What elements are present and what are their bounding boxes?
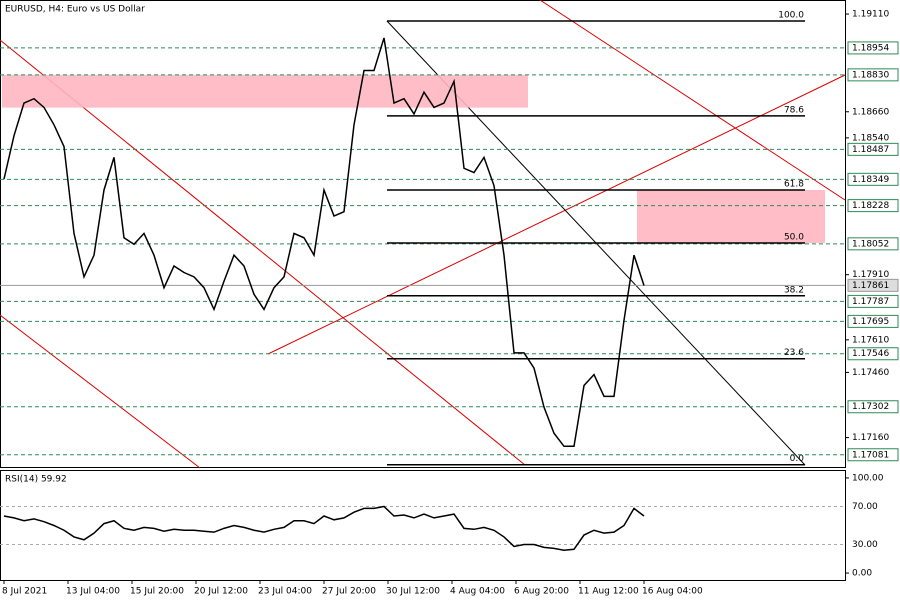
fib-label: 0.0: [790, 454, 805, 464]
x-tick-label: 6 Aug 20:00: [514, 587, 569, 597]
level-label: 1.18228: [852, 201, 889, 211]
trendline: [0, 39, 526, 466]
fib-label: 50.0: [784, 232, 804, 242]
rsi-frame: [0, 470, 846, 581]
level-label: 1.18830: [852, 70, 889, 80]
x-tick-label: 4 Aug 04:00: [450, 587, 505, 597]
level-label-box: [847, 237, 899, 251]
level-label: 1.18349: [852, 175, 889, 185]
zone: [637, 189, 825, 243]
level-label: 1.18487: [852, 145, 889, 155]
y-tick-label: 1.17460: [852, 368, 889, 378]
rsi-title: RSI(14) 59.92: [5, 475, 67, 485]
y-tick-label: 1.19110: [852, 10, 889, 20]
level-label: 1.18052: [852, 239, 889, 249]
trendline: [267, 74, 846, 355]
y-tick-label: 1.17910: [852, 270, 889, 280]
rsi-tick-label: 0.00: [852, 569, 872, 579]
level-label: 1.17302: [852, 402, 889, 412]
level-label-box: [847, 448, 899, 462]
level-label: 1.17081: [852, 450, 889, 460]
x-tick-label: 20 Jul 12:00: [194, 587, 248, 597]
level-label-box: [847, 294, 899, 308]
level-label-box: [847, 199, 899, 213]
level-label: 1.18954: [852, 43, 889, 53]
fib-label: 23.6: [784, 348, 804, 358]
rsi-tick-label: 30.00: [852, 540, 878, 550]
fib-label: 38.2: [784, 285, 804, 295]
x-tick-label: 27 Jul 20:00: [322, 587, 376, 597]
level-label-box: [847, 347, 899, 361]
x-tick-label: 11 Aug 12:00: [578, 587, 639, 597]
level-label-box: [847, 68, 899, 82]
level-label: 1.17695: [852, 317, 889, 327]
x-tick-label: 16 Aug 04:00: [642, 587, 703, 597]
trendline: [539, 0, 846, 201]
fib-label: 78.6: [784, 105, 804, 115]
chart-title: EURUSD, H4: Euro vs US Dollar: [5, 5, 145, 15]
y-tick-label: 1.17160: [852, 433, 889, 443]
level-label-box: [847, 172, 899, 186]
trendline: [0, 314, 201, 469]
level-label-box: [847, 41, 899, 55]
rsi-tick-label: 70.00: [852, 502, 878, 512]
y-tick-label: 1.17610: [852, 335, 889, 345]
y-tick-label: 1.18540: [852, 133, 889, 143]
fib-label: 61.8: [784, 179, 804, 189]
level-label-box: [847, 314, 899, 328]
x-tick-label: 8 Jul 2021: [2, 587, 47, 597]
current-price-box: [847, 278, 899, 292]
main-frame: [0, 0, 846, 468]
x-tick-label: 15 Jul 20:00: [130, 587, 184, 597]
rsi-line: [3, 505, 645, 551]
x-tick-label: 13 Jul 04:00: [66, 587, 120, 597]
level-label: 1.17546: [852, 349, 889, 359]
zone: [2, 74, 528, 108]
rsi-tick-label: 100.00: [852, 473, 884, 483]
fib-label: 100.0: [778, 10, 804, 20]
price-line: [3, 37, 645, 448]
level-label-box: [847, 142, 899, 156]
level-label-box: [847, 400, 899, 414]
level-label: 1.17787: [852, 297, 889, 307]
x-tick-label: 23 Jul 04:00: [258, 587, 312, 597]
y-tick-label: 1.18660: [852, 107, 889, 117]
current-price-label: 1.17861: [852, 281, 889, 291]
x-tick-label: 30 Jul 12:00: [386, 587, 440, 597]
